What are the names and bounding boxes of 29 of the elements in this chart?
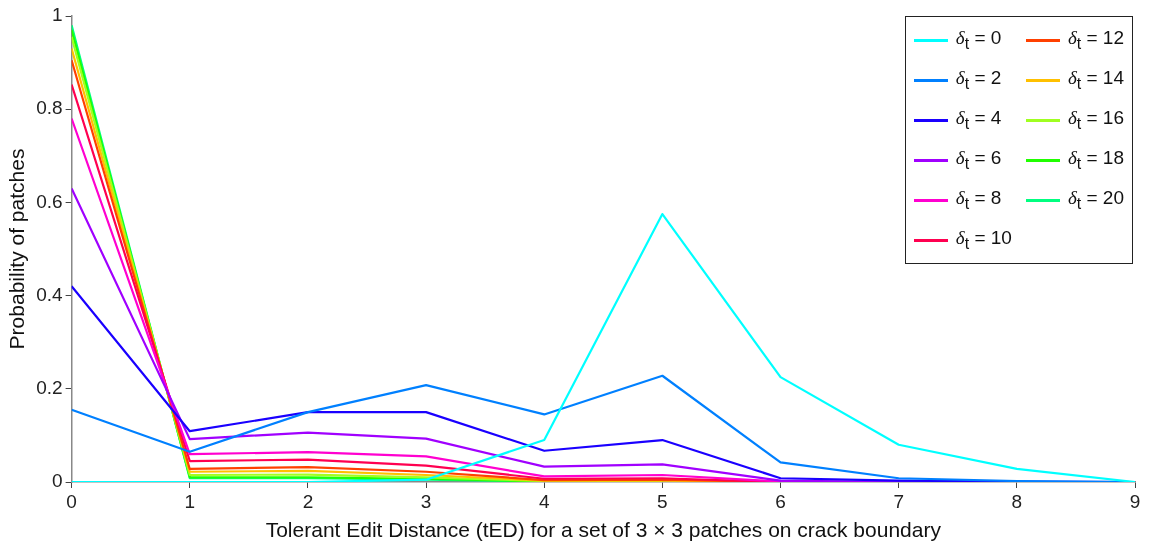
x-tick-label: 6 [775, 490, 786, 512]
legend-label: δ$_{t}$ = 16 [1067, 107, 1124, 133]
x-tick-label: 3 [420, 490, 432, 512]
legend-label: δ$_{t}$ = 14 [1067, 67, 1124, 93]
legend-label: δ$_{t}$ = 0 [955, 27, 1002, 53]
x-tick-label: 5 [657, 490, 668, 512]
x-tick-label: 7 [893, 490, 904, 512]
x-tick-label: 9 [1129, 490, 1141, 512]
legend-label: δ$_{t}$ = 8 [955, 187, 1002, 213]
y-tick-label: 0.4 [36, 283, 64, 305]
x-tick-label: 2 [302, 490, 314, 512]
legend-label: δ$_{t}$ = 18 [1067, 147, 1124, 173]
y-tick-label: 0 [52, 470, 63, 492]
y-axis-title: Probability of patches [5, 148, 29, 350]
x-tick-label: 1 [184, 490, 196, 512]
x-axis-title: Tolerant Edit Distance (tED) for a set of 3 × 3 patches on crack boundary [265, 518, 942, 542]
y-tick-label: 0.6 [36, 190, 63, 212]
x-tick-label: 8 [1011, 490, 1023, 512]
legend-label: δ$_{t}$ = 12 [1067, 27, 1124, 53]
y-tick-label: 0.2 [36, 377, 63, 399]
legend-label: δ$_{t}$ = 10 [955, 227, 1012, 253]
y-tick-label: 0.8 [36, 97, 63, 119]
legend-label: δ$_{t}$ = 6 [955, 147, 1002, 173]
legend-label: δ$_{t}$ = 4 [955, 107, 1002, 133]
legend-label: δ$_{t}$ = 20 [1067, 187, 1124, 213]
x-tick-label: 0 [66, 490, 77, 512]
legend-label: δ$_{t}$ = 2 [955, 67, 1002, 93]
y-tick-label: 1 [52, 4, 63, 26]
x-tick-label: 4 [538, 490, 550, 512]
